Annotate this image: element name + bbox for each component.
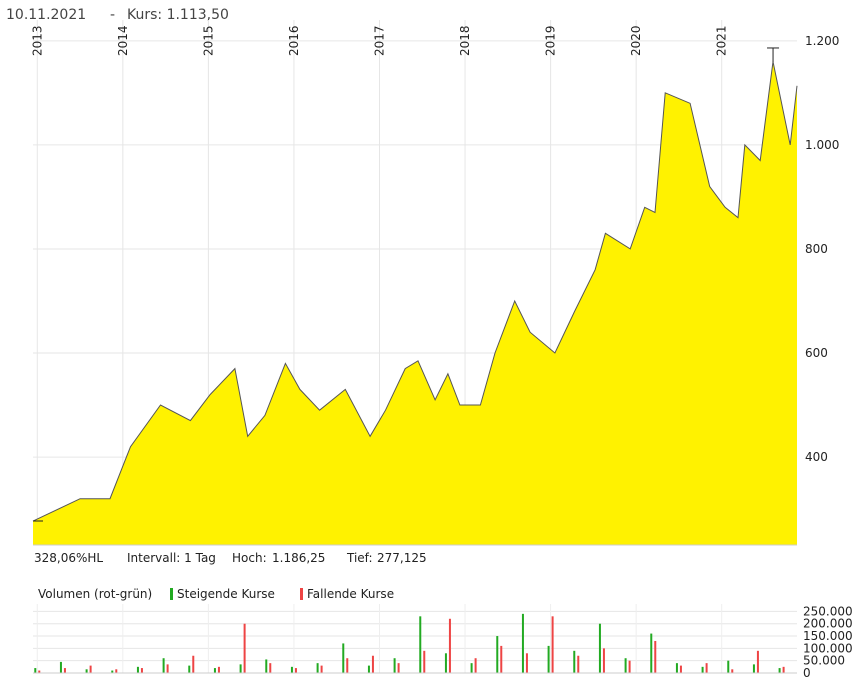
price-area xyxy=(33,61,797,545)
y-tick-label: 1.000 xyxy=(805,138,839,152)
volume-bar xyxy=(756,650,759,673)
volume-bar xyxy=(243,623,246,673)
volume-bar xyxy=(752,664,755,673)
x-tick-label: 2013 xyxy=(30,25,44,56)
volume-bar xyxy=(624,658,627,673)
volume-bar xyxy=(111,670,114,673)
volume-tick-label: 100.000 xyxy=(803,641,853,655)
volume-bar xyxy=(679,665,682,673)
high-value: 1.186,25 xyxy=(272,551,325,565)
volume-bar xyxy=(34,668,37,673)
legend-label: Steigende Kurse xyxy=(177,587,275,601)
legend-swatch xyxy=(300,588,303,600)
volume-bar xyxy=(496,636,499,673)
x-tick-label: 2018 xyxy=(458,25,472,56)
volume-bar xyxy=(371,655,374,673)
volume-bar xyxy=(316,663,319,673)
volume-bar xyxy=(89,665,92,673)
volume-bar xyxy=(393,658,396,673)
volume-bar xyxy=(525,653,528,673)
volume-bar xyxy=(294,668,297,673)
volume-bar xyxy=(602,648,605,673)
volume-bar xyxy=(397,663,400,673)
x-tick-label: 2021 xyxy=(715,25,729,56)
volume-bar xyxy=(38,670,41,673)
volume-bar xyxy=(192,655,195,673)
interval: Intervall: 1 Tag xyxy=(127,551,216,565)
volume-bar xyxy=(701,666,704,673)
title-separator: - xyxy=(110,7,115,23)
y-tick-label: 1.200 xyxy=(805,34,839,48)
volume-bar xyxy=(731,669,734,673)
y-tick-label: 600 xyxy=(805,346,828,360)
x-tick-label: 2019 xyxy=(544,25,558,56)
volume-bar xyxy=(63,668,66,673)
volume-bar xyxy=(705,663,708,673)
volume-title: Volumen (rot-grün) xyxy=(38,587,152,601)
volume-bar xyxy=(166,664,169,673)
volume-bar xyxy=(320,665,323,673)
volume-bar xyxy=(419,616,422,673)
low-value: 277,125 xyxy=(377,551,427,565)
performance: 328,06%HL xyxy=(34,551,103,565)
volume-bar xyxy=(59,661,62,673)
volume-tick-label: 200.000 xyxy=(803,617,853,631)
high-label: Hoch: xyxy=(232,551,267,565)
volume-bar xyxy=(598,623,601,673)
price-line xyxy=(32,61,798,522)
volume-bar xyxy=(213,668,216,673)
volume-bar xyxy=(423,650,426,673)
volume-tick-label: 250.000 xyxy=(803,604,853,618)
volume-tick-label: 50.000 xyxy=(803,654,845,668)
volume-bar xyxy=(265,659,268,673)
volume-bar xyxy=(547,645,550,673)
legend-swatch xyxy=(170,588,173,600)
volume-bar xyxy=(217,666,220,673)
volume-bar xyxy=(727,660,730,673)
volume-bar xyxy=(342,643,345,673)
volume-bar xyxy=(675,663,678,673)
y-tick-label: 800 xyxy=(805,242,828,256)
volume-bar xyxy=(778,668,781,673)
volume-bar xyxy=(500,645,503,673)
volume-bar xyxy=(521,613,524,673)
x-tick-label: 2015 xyxy=(201,25,215,56)
y-tick-label: 400 xyxy=(805,450,828,464)
volume-bar xyxy=(654,640,657,673)
chart-title: 10.11.2021 xyxy=(6,7,86,23)
volume-bar xyxy=(650,633,653,673)
x-tick-label: 2014 xyxy=(116,25,130,56)
x-tick-label: 2017 xyxy=(372,25,386,56)
volume-bar xyxy=(115,669,118,673)
volume-bar xyxy=(162,658,165,673)
volume-bar xyxy=(474,658,477,673)
volume-bar xyxy=(85,669,88,673)
low-label: Tief: xyxy=(346,551,373,565)
volume-bar xyxy=(239,664,242,673)
volume-bar xyxy=(448,618,451,673)
volume-bar xyxy=(573,650,576,673)
volume-bar xyxy=(290,666,293,673)
volume-bar xyxy=(188,665,191,673)
legend-label: Fallende Kurse xyxy=(307,587,394,601)
volume-tick-label: 150.000 xyxy=(803,629,853,643)
volume-bar xyxy=(551,616,554,673)
volume-tick-label: 0 xyxy=(803,666,811,680)
volume-bar xyxy=(269,663,272,673)
volume-bar xyxy=(367,665,370,673)
chart-subtitle: Kurs: 1.113,50 xyxy=(127,7,229,23)
volume-bar xyxy=(628,660,631,673)
volume-bar xyxy=(136,666,139,673)
x-tick-label: 2016 xyxy=(287,25,301,56)
x-tick-label: 2020 xyxy=(629,25,643,56)
volume-bar xyxy=(444,653,447,673)
volume-bar xyxy=(346,658,349,673)
volume-bar xyxy=(470,663,473,673)
volume-bar xyxy=(140,668,143,673)
volume-bar xyxy=(577,655,580,673)
volume-bar xyxy=(782,666,785,673)
